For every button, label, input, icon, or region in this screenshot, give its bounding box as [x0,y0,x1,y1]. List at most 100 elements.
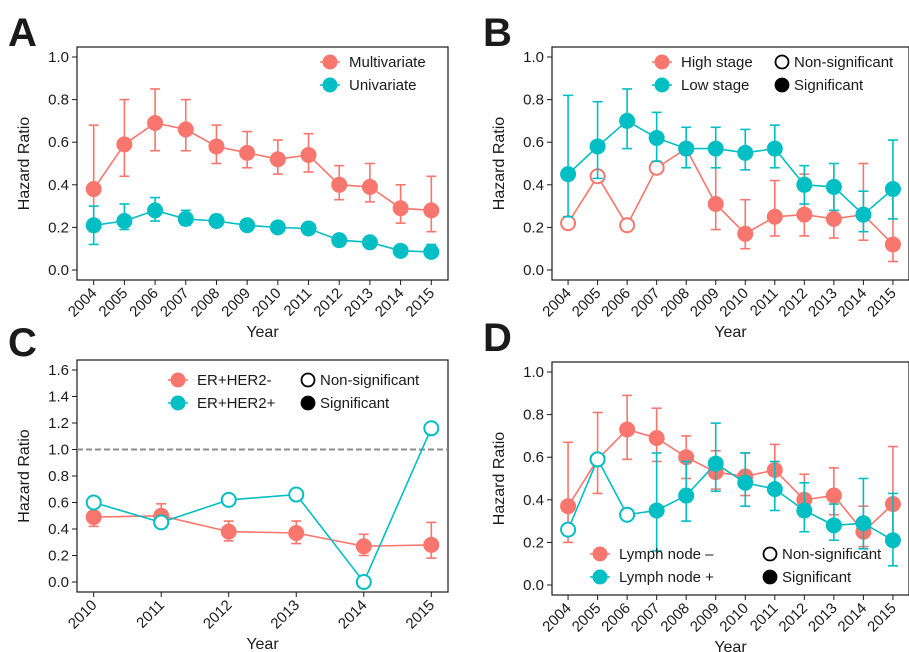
data-point-significant [177,210,194,227]
y-axis-title: Hazard Ratio [491,117,508,210]
x-tick-label: 2006 [126,285,162,321]
y-tick-label: 0.6 [523,134,544,151]
x-tick-label: 2008 [188,285,224,321]
data-point-nonsignificant [288,486,305,503]
data-point-significant [884,236,901,253]
data-point-significant [85,509,102,526]
data-point-significant [355,538,372,555]
plot-frame [551,361,909,596]
legend-nonsignificant-marker [300,372,316,388]
y-tick-label: 0.0 [48,574,69,591]
legend-label: ER+HER2+ [197,395,276,412]
series-line [93,427,433,584]
x-tick-label: 2008 [657,285,693,321]
y-tick-label: 0.8 [523,407,544,424]
x-axis-title: Year [246,324,279,341]
data-point-significant [678,140,695,157]
data-point-significant [220,523,237,540]
x-axis-title: Year [246,636,279,652]
data-point-nonsignificant [220,491,237,508]
x-tick-label: 2013 [341,285,377,321]
data-point-nonsignificant [85,494,102,511]
series-2 [85,420,440,590]
data-point-significant [825,487,842,504]
data-point-significant [766,140,783,157]
x-tick-label: 2004 [539,285,575,321]
data-point-significant [423,243,440,260]
panel-label: C [8,321,37,365]
data-point-significant [619,112,636,129]
x-tick-label: 2010 [249,285,285,321]
data-point-significant [85,217,102,234]
x-axis-title: Year [714,324,747,341]
legend-label: ER+HER2- [197,372,272,389]
x-tick-label: 2013 [267,597,303,633]
x-tick-label: 2014 [835,285,871,321]
data-point-significant [177,121,194,138]
legend-marker [170,395,186,411]
y-tick-label: 0.6 [48,134,69,151]
data-point-significant [423,202,440,219]
y-tick-label: 0.2 [523,534,544,551]
panel-b: B0.00.20.40.60.81.0200420052006200720082… [483,11,909,341]
y-tick-label: 0.4 [523,492,544,509]
data-point-nonsignificant [619,506,636,523]
y-tick-label: 0.4 [48,177,69,194]
series-1 [85,503,440,559]
legend-label: Lymph node + [619,569,714,586]
legend-nonsignificant-marker [762,546,778,562]
data-point-significant [560,166,577,183]
series-1 [85,88,440,233]
y-tick-label: 1.0 [523,364,544,381]
data-point-significant [766,208,783,225]
legend-marker [592,569,608,585]
panel-label: A [8,11,37,55]
data-point-nonsignificant [619,217,636,234]
legend: High stage Low stage Non-significant Signif… [652,54,894,94]
panel-a: A0.00.20.40.60.81.0200420052006200720082… [8,11,449,341]
data-point-significant [392,200,409,217]
data-point-significant [855,515,872,532]
x-tick-label: 2015 [403,285,439,321]
data-point-significant [648,129,665,146]
y-tick-label: 0.0 [523,577,544,594]
y-tick-label: 0.2 [523,219,544,236]
x-tick-label: 2015 [864,600,900,636]
x-tick-label: 2007 [628,285,664,321]
x-tick-label: 2013 [805,600,841,636]
series-line [567,119,894,216]
legend: Multivariate Univariate [320,54,426,94]
data-point-nonsignificant [560,521,577,538]
y-tick-label: 0.2 [48,548,69,565]
legend-label: Significant [782,569,852,586]
panel-label: D [483,316,512,360]
y-tick-label: 1.6 [48,362,69,379]
legend-label: Non-significant [794,54,894,71]
legend-label: Significant [794,77,864,94]
x-tick-label: 2008 [657,600,693,636]
data-point-significant [208,138,225,155]
x-tick-label: 2009 [687,285,723,321]
x-tick-label: 2009 [687,600,723,636]
data-point-significant [116,136,133,153]
legend-marker [592,546,608,562]
x-tick-label: 2005 [96,285,132,321]
legend-significant-marker [762,569,778,585]
data-point-significant [619,421,636,438]
y-tick-label: 1.0 [48,49,69,66]
x-tick-label: 2014 [372,285,408,321]
data-point-significant [361,234,378,251]
x-tick-label: 2012 [310,285,346,321]
y-tick-label: 0.6 [48,495,69,512]
series-2 [560,88,901,233]
data-point-significant [269,151,286,168]
x-tick-label: 2013 [805,285,841,321]
x-tick-label: 2012 [776,600,812,636]
x-tick-label: 2012 [200,597,236,633]
x-tick-label: 2011 [281,285,316,320]
y-tick-label: 1.0 [48,442,69,459]
legend-label: Significant [320,395,390,412]
legend-label: Lymph node – [619,546,714,563]
x-tick-label: 2015 [403,597,439,633]
